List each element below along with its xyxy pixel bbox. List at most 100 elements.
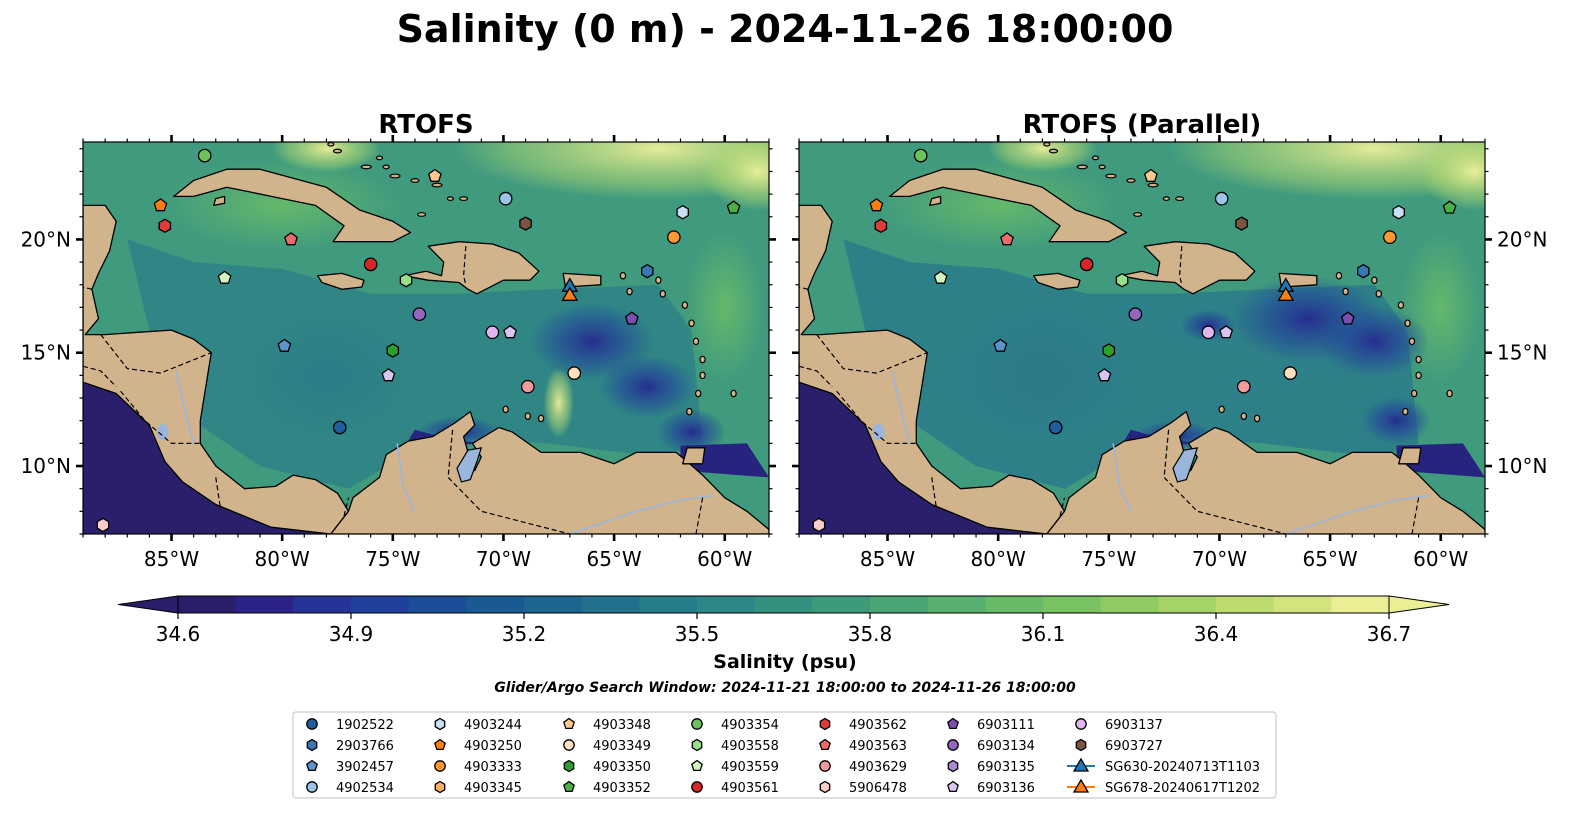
legend-marker <box>563 717 575 730</box>
bahamas-island <box>382 164 390 170</box>
colorbar-bin <box>408 596 467 613</box>
colorbar-bin <box>812 596 871 613</box>
lake-nicaragua <box>156 424 169 441</box>
legend-marker <box>947 780 959 793</box>
bahamas-island <box>332 148 343 154</box>
marker-6903134 <box>412 307 427 322</box>
legend-marker <box>563 739 575 751</box>
river <box>1112 443 1132 512</box>
map-frame <box>798 141 1486 535</box>
high-salinity-patch <box>543 367 574 438</box>
antilles-island <box>1375 290 1382 298</box>
antilles-island <box>686 407 693 416</box>
cuba <box>173 168 412 243</box>
marker-4903354 <box>197 148 212 163</box>
colorbar-tick-label: 35.5 <box>675 622 720 646</box>
antilles-island <box>655 276 662 285</box>
antilles-island <box>1415 355 1422 364</box>
legend-marker <box>1075 718 1087 730</box>
river <box>396 443 416 512</box>
bahamas-island <box>327 142 335 147</box>
colorbar-bin <box>1158 596 1217 613</box>
antilles-island <box>699 371 706 380</box>
antilles-island <box>1404 319 1411 328</box>
colorbar-bin <box>178 596 237 613</box>
river <box>891 370 911 444</box>
bahamas-island <box>319 124 325 128</box>
trinidad <box>682 447 706 465</box>
antilles-island <box>1446 389 1453 398</box>
colorbar-bin <box>1100 596 1159 613</box>
colorbar-max-extension <box>1388 595 1450 614</box>
country-border <box>462 246 467 285</box>
bahamas-island <box>446 196 454 202</box>
south-america <box>1046 410 1485 534</box>
bahamas-island <box>1126 178 1136 183</box>
antilles-island <box>1397 301 1405 309</box>
marker-4903349 <box>1283 366 1298 380</box>
legend-marker <box>563 780 575 793</box>
lake-maracaibo <box>1172 447 1199 483</box>
colorbar-bin <box>235 596 294 613</box>
low-salinity-eddy <box>657 408 726 456</box>
colorbar-bin <box>1043 596 1102 613</box>
figure-title: Salinity (0 m) - 2024-11-26 18:00:00 <box>397 7 1174 51</box>
lon-tick-label: 85°W <box>860 547 915 571</box>
colorbar: 34.6 34.9 35.2 35.5 35.8 36.1 36.4 36.7 <box>117 595 1450 646</box>
south-america <box>330 410 769 534</box>
antilles-island <box>524 412 531 420</box>
antilles-island <box>694 389 702 398</box>
legend-marker <box>819 760 831 772</box>
colorbar-bin <box>1216 596 1275 613</box>
antilles-island <box>537 414 545 423</box>
isla-de-la-juventud <box>212 195 226 207</box>
colorbar-bin <box>927 596 986 613</box>
river <box>1285 494 1430 534</box>
antilles-island <box>692 337 700 346</box>
legend-label: 6903134 <box>977 739 1035 754</box>
colorbar-tick-label: 35.2 <box>502 622 547 646</box>
country-border <box>836 390 917 444</box>
bahamas-island <box>1175 196 1185 202</box>
legend-label: 4903244 <box>464 718 522 733</box>
country-border <box>1411 497 1420 534</box>
antilles-island <box>659 290 666 298</box>
lon-tick-label: 60°W <box>1413 547 1468 571</box>
country-border <box>799 286 809 290</box>
jamaica <box>1032 272 1081 290</box>
marker-4903563 <box>284 232 298 246</box>
marker-2903766 <box>641 263 654 279</box>
bahamas-island <box>431 182 443 188</box>
bahamas-island <box>389 173 401 179</box>
lat-tick-label: 15°N <box>1497 341 1547 365</box>
legend-marker <box>563 759 575 773</box>
colorbar-tick-label: 34.6 <box>156 622 201 646</box>
river <box>569 494 714 534</box>
low-salinity-eddy <box>1362 397 1431 445</box>
legend-marker <box>434 738 446 751</box>
legend-label: 6903111 <box>977 718 1035 733</box>
search-window-text: Glider/Argo Search Window: 2024-11-21 18… <box>494 680 1076 696</box>
pacific-ocean <box>799 382 1054 534</box>
legend-marker <box>306 738 318 752</box>
marker-6903727 <box>519 216 532 231</box>
marker-6903727 <box>1235 216 1248 231</box>
marker-3902457 <box>993 338 1008 352</box>
antilles-island <box>699 355 706 364</box>
legend-label: SG678-20240617T1202 <box>1105 781 1260 796</box>
colorbar-bin <box>697 596 756 613</box>
isla-de-la-juventud <box>928 195 942 207</box>
legend-marker <box>1072 778 1090 793</box>
marker-6903134 <box>1128 307 1143 322</box>
marker-4903348 <box>427 168 442 182</box>
legend-label: 4903250 <box>464 739 522 754</box>
country-border <box>695 497 704 534</box>
colorbar-bin <box>293 596 352 613</box>
marker-6903136 <box>1219 324 1234 339</box>
antilles-island <box>1218 405 1225 414</box>
lon-tick-label: 60°W <box>697 547 752 571</box>
marker-4903561 <box>363 257 378 272</box>
antilles-island <box>1415 371 1422 380</box>
colorbar-bin <box>870 596 929 613</box>
antilles-island <box>502 405 509 414</box>
